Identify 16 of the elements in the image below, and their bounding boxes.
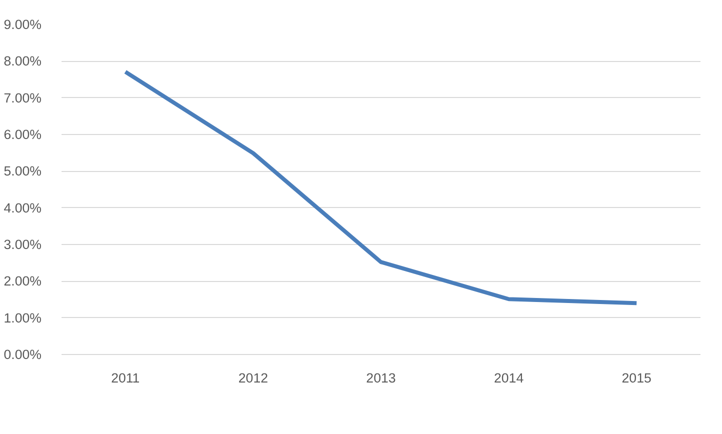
y-tick-label: 5.00% [4, 164, 42, 179]
x-tick-label: 2011 [111, 370, 140, 386]
y-tick-label: 7.00% [4, 90, 42, 106]
y-tick-label: 1.00% [4, 310, 42, 326]
y-tick-label: 3.00% [4, 237, 42, 252]
x-tick-label: 2014 [494, 370, 524, 386]
line-series [123, 70, 639, 306]
y-tick-label: 6.00% [4, 127, 42, 142]
y-tick-label: 2.00% [4, 274, 42, 289]
x-tick-label: 2015 [622, 370, 652, 386]
x-tick-label: 2013 [366, 370, 396, 386]
x-tick-label: 2012 [238, 370, 268, 386]
y-tick-label: 9.00% [4, 17, 42, 32]
y-tick-label: 4.00% [4, 200, 42, 216]
y-tick-label: 8.00% [4, 54, 42, 69]
y-tick-label: 0.00% [4, 347, 42, 362]
